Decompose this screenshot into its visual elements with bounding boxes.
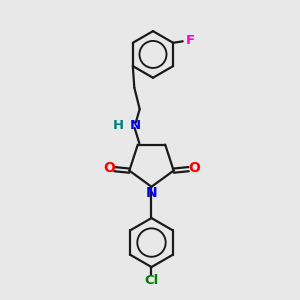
Text: N: N	[146, 186, 157, 200]
Text: O: O	[103, 161, 115, 175]
Text: N: N	[130, 119, 141, 132]
Text: H: H	[113, 119, 124, 132]
Text: O: O	[188, 161, 200, 175]
Text: Cl: Cl	[144, 274, 159, 287]
Text: F: F	[186, 34, 195, 47]
